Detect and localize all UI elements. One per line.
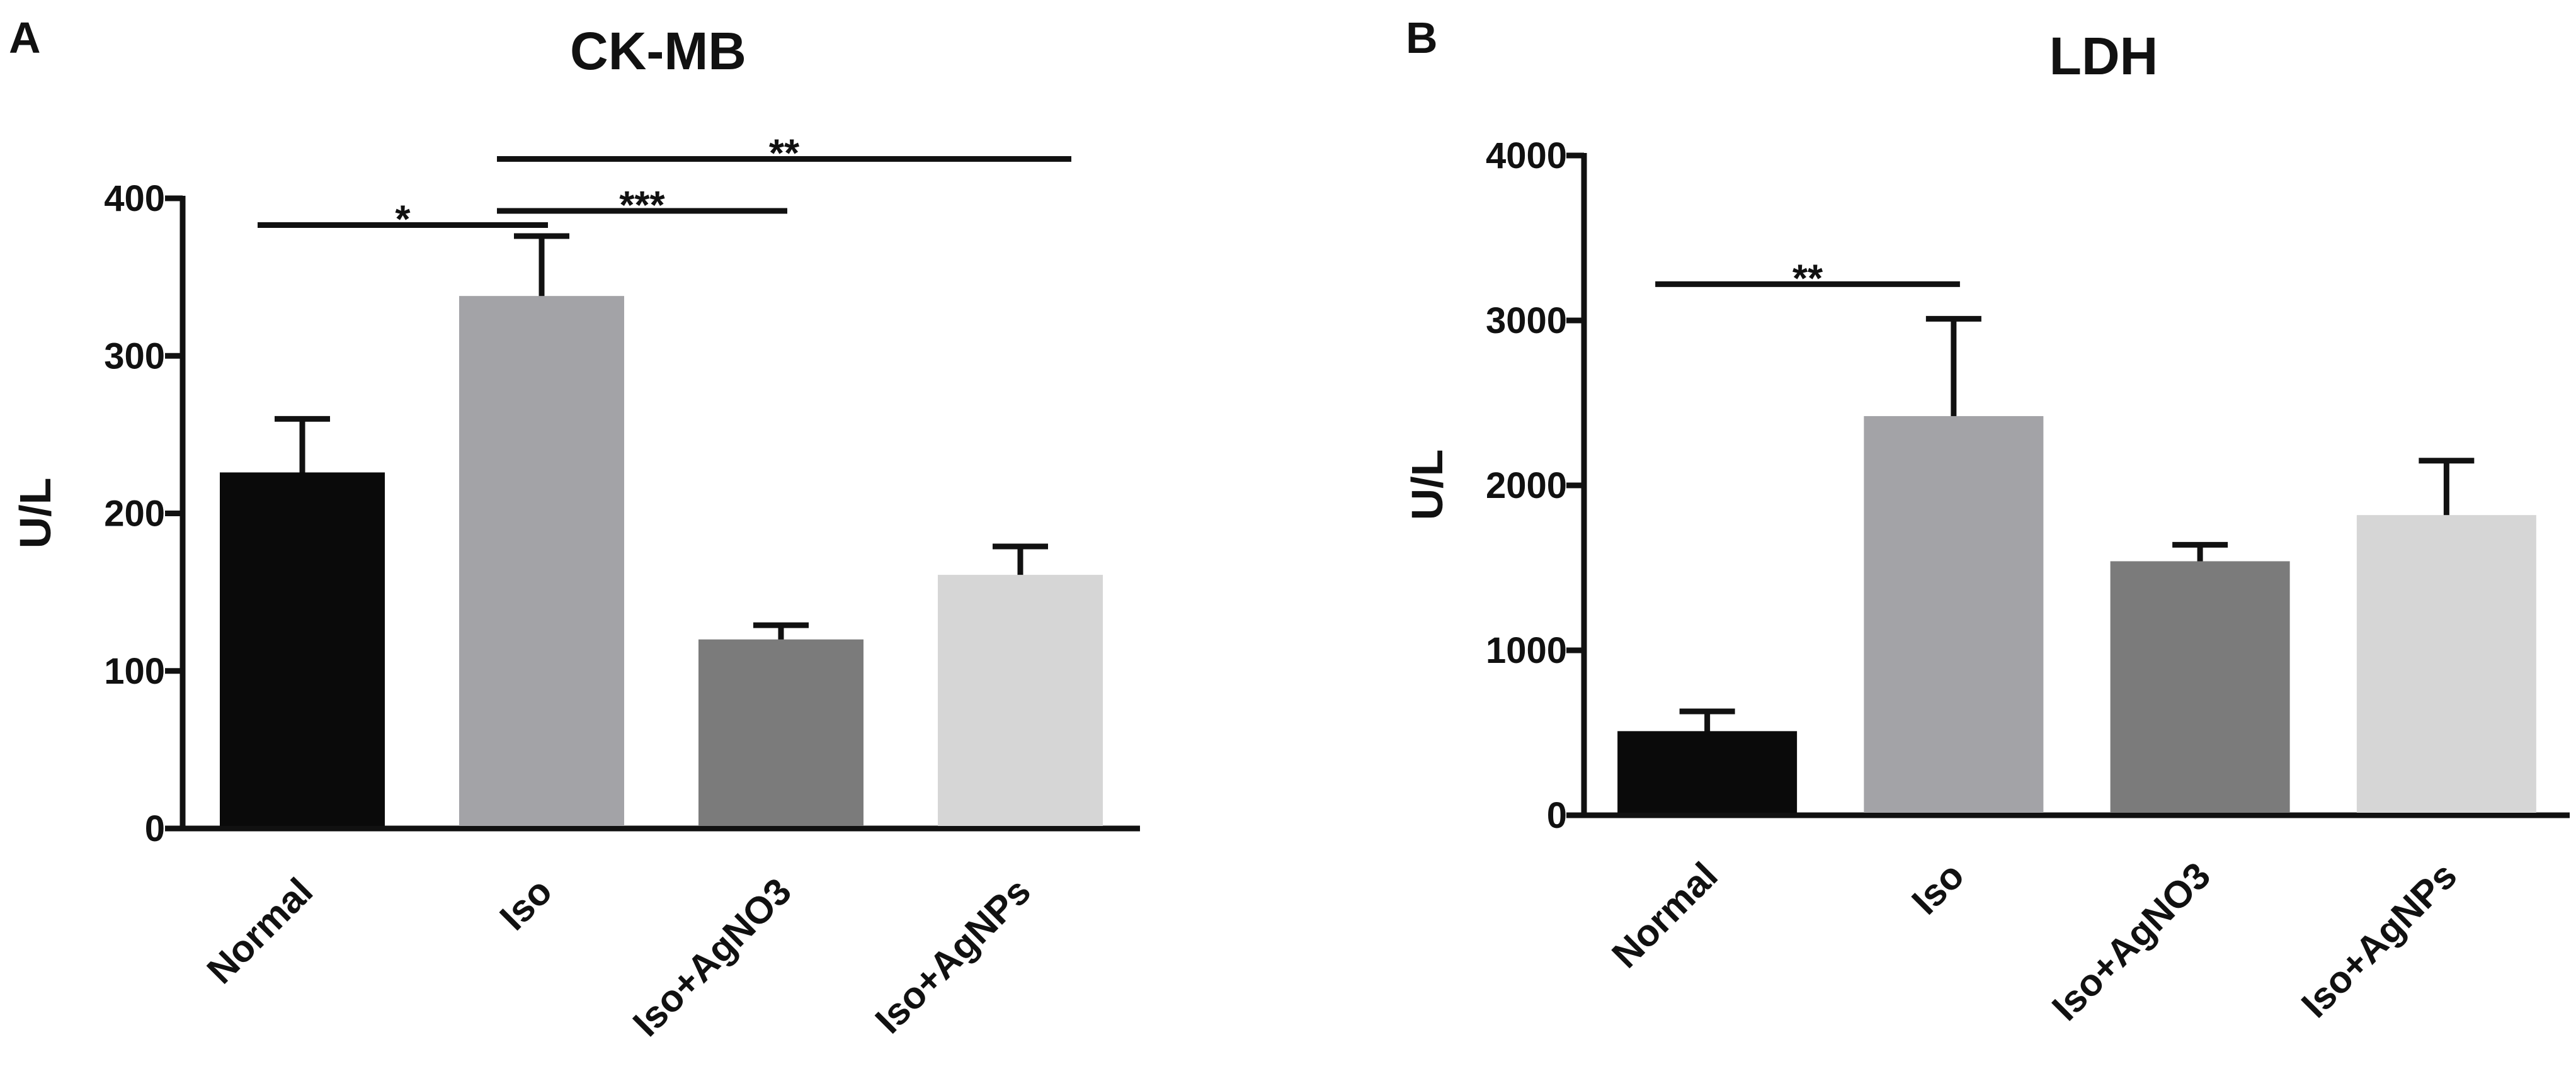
panel-b-category-label: Normal bbox=[1604, 854, 1726, 976]
panel-a-title: CK-MB bbox=[570, 21, 746, 81]
panel-a-significance-label: ** bbox=[769, 132, 800, 175]
panel-b-letter: B bbox=[1406, 13, 1438, 62]
panel-a-bar bbox=[459, 296, 624, 826]
panel-a-y-tick-label: 100 bbox=[104, 651, 165, 692]
panel-a-y-tick-label: 300 bbox=[104, 336, 165, 376]
panel-b-y-tick-label: 2000 bbox=[1486, 465, 1567, 506]
panel-b-y-tick-label: 0 bbox=[1547, 795, 1567, 836]
panel-b-bar bbox=[1617, 731, 1798, 813]
panel-b-y-tick-label: 3000 bbox=[1486, 300, 1567, 341]
panel-b-title: LDH bbox=[2049, 26, 2158, 86]
panel-a-category-label: Iso+AgNPs bbox=[867, 870, 1039, 1042]
panel-a-significance-label: * bbox=[395, 198, 411, 242]
panel-a-y-tick-label: 400 bbox=[104, 178, 165, 219]
panel-a-category-label: Iso bbox=[492, 870, 561, 939]
panel-b-bar bbox=[2110, 561, 2290, 813]
panel-b-bar bbox=[1864, 415, 2044, 813]
panel-a-bar bbox=[938, 575, 1103, 826]
panel-a-bar bbox=[698, 639, 863, 826]
panel-a-letter: A bbox=[9, 13, 41, 62]
panel-b-category-label: Iso+AgNO3 bbox=[2044, 854, 2218, 1029]
panel-b-bar bbox=[2356, 515, 2536, 813]
panel-a-category-label: Normal bbox=[199, 870, 321, 992]
panel-a-y-tick-label: 0 bbox=[145, 808, 165, 849]
panel-b-y-tick-label: 4000 bbox=[1486, 135, 1567, 176]
panel-a: A CK-MB U/L 0 100 200 300 400 Normal Iso Iso+Ag… bbox=[9, 13, 1140, 1044]
panel-b-significance-label: ** bbox=[1792, 257, 1823, 300]
panel-a-significance-label: *** bbox=[619, 184, 665, 227]
panel-b-category-label: Iso bbox=[1903, 854, 1972, 923]
panel-a-category-label: Iso+AgNO3 bbox=[625, 870, 799, 1044]
panel-a-y-tick-label: 200 bbox=[104, 494, 165, 534]
panel-a-y-axis-label: U/L bbox=[11, 478, 60, 549]
panel-b-y-tick-label: 1000 bbox=[1486, 630, 1567, 671]
panel-b-category-label: Iso+AgNPs bbox=[2293, 854, 2465, 1026]
panel-b-y-axis-label: U/L bbox=[1403, 449, 1452, 521]
panel-a-bar bbox=[220, 472, 385, 826]
panel-b: B LDH U/L 0 1000 2000 3000 4000 Normal Iso Iso+… bbox=[1403, 13, 2570, 1029]
